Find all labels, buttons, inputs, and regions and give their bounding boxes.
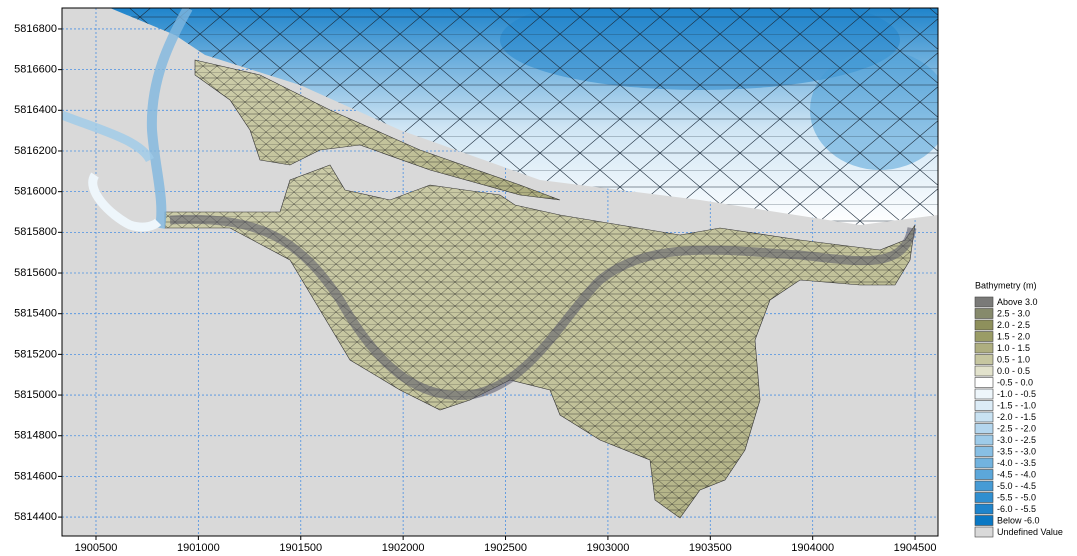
- legend-label: -6.0 - -5.5: [997, 504, 1036, 514]
- mesh-layer: [62, 8, 938, 519]
- x-tick-label: 1901000: [177, 542, 220, 554]
- legend-swatch: [974, 503, 994, 515]
- legend-label: 2.5 - 3.0: [997, 308, 1030, 318]
- legend-swatch: [974, 526, 994, 538]
- legend-label: Above 3.0: [997, 297, 1038, 307]
- x-tick-label: 1904000: [791, 542, 834, 554]
- y-tick-label: 5816400: [14, 104, 57, 116]
- legend-label: -2.0 - -1.5: [997, 412, 1036, 422]
- y-tick-label: 5815400: [14, 308, 57, 320]
- legend-label: -3.0 - -2.5: [997, 435, 1036, 445]
- spit-mesh: [195, 60, 560, 200]
- sea-mesh: [110, 8, 938, 225]
- legend-label: -1.5 - -1.0: [997, 400, 1036, 410]
- legend-label: -4.5 - -4.0: [997, 469, 1036, 479]
- legend-label: 1.0 - 1.5: [997, 343, 1030, 353]
- inlet-channel: [146, 8, 193, 229]
- y-tick-label: 5814600: [14, 470, 57, 482]
- y-tick-label: 5816200: [14, 145, 57, 157]
- y-tick-label: 5816000: [14, 186, 57, 198]
- legend-label: -0.5 - 0.0: [997, 377, 1033, 387]
- legend-swatch: [974, 354, 994, 365]
- legend-label: -1.0 - -0.5: [997, 389, 1036, 399]
- legend-swatch: [974, 469, 994, 480]
- legend-label: 1.5 - 2.0: [997, 331, 1030, 341]
- x-tick-label: 1901500: [279, 542, 322, 554]
- legend-title: Bathymetry (m): [975, 280, 1037, 290]
- legend-swatch: [974, 434, 994, 446]
- y-tick-label: 5814800: [14, 430, 57, 442]
- y-tick-label: 5816800: [14, 23, 57, 35]
- legend-swatch: [974, 308, 994, 319]
- legend-swatch: [974, 331, 994, 342]
- legend-label: 0.5 - 1.0: [997, 354, 1030, 364]
- legend-swatch: [974, 480, 994, 492]
- legend-swatch: [974, 492, 994, 503]
- plot-frame: [61, 7, 939, 537]
- y-tick-label: 5815200: [14, 348, 57, 360]
- legend-label: Undefined Value: [997, 527, 1063, 537]
- legend-swatch: [974, 411, 994, 423]
- y-tick-label: 5814400: [14, 511, 57, 523]
- y-tick-label: 5815000: [14, 389, 57, 401]
- legend-swatch: [974, 319, 994, 331]
- side-channel: [62, 110, 155, 163]
- legend-label: 2.0 - 2.5: [997, 320, 1030, 330]
- channel: [169, 214, 917, 401]
- legend-label: 0.0 - 0.5: [997, 366, 1030, 376]
- legend-swatch: [974, 342, 994, 354]
- legend-swatch: [974, 400, 994, 411]
- x-tick-label: 1902500: [484, 542, 527, 554]
- x-tick-label: 1900500: [75, 542, 118, 554]
- x-tick-label: 1903500: [689, 542, 732, 554]
- x-tick-label: 1904500: [894, 542, 937, 554]
- x-tick-label: 1903000: [586, 542, 629, 554]
- legend-label: -3.5 - -3.0: [997, 446, 1036, 456]
- y-tick-label: 5816600: [14, 64, 57, 76]
- legend-swatch: [974, 515, 994, 526]
- legend-label: -5.0 - -4.5: [997, 481, 1036, 491]
- legend-label: -5.5 - -5.0: [997, 492, 1036, 502]
- legend-swatch: [974, 388, 994, 400]
- legend-label: Below -6.0: [997, 515, 1040, 525]
- legend-label: -2.5 - -2.0: [997, 423, 1036, 433]
- legend-swatch: [974, 365, 994, 377]
- legend-swatch: [974, 423, 994, 434]
- legend-label: -4.0 - -3.5: [997, 458, 1036, 468]
- legend: Bathymetry (m) Above 3.02.5 - 3.0 2.0 - 2…: [974, 280, 1063, 538]
- creek: [88, 172, 162, 232]
- x-tick-label: 1902000: [382, 542, 425, 554]
- legend-swatch: [974, 296, 994, 308]
- y-tick-label: 5815800: [14, 226, 57, 238]
- legend-swatch: [974, 446, 994, 457]
- legend-swatch: [974, 457, 994, 469]
- legend-swatch: [974, 377, 994, 388]
- y-tick-label: 5815600: [14, 267, 57, 279]
